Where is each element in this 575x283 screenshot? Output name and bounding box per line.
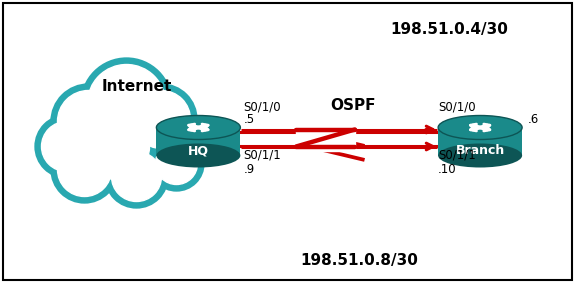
Text: .5: .5: [243, 113, 255, 126]
Text: S0/1/0: S0/1/0: [438, 100, 476, 113]
Ellipse shape: [156, 115, 240, 140]
Text: Internet: Internet: [101, 79, 172, 94]
Circle shape: [155, 143, 197, 185]
Circle shape: [83, 113, 150, 179]
Circle shape: [152, 140, 201, 188]
Circle shape: [155, 121, 208, 173]
Circle shape: [58, 143, 112, 196]
Text: 198.51.0.8/30: 198.51.0.8/30: [300, 253, 418, 268]
Circle shape: [87, 65, 166, 143]
Circle shape: [112, 151, 162, 201]
Text: S0/1/1: S0/1/1: [243, 149, 281, 162]
Circle shape: [109, 149, 164, 205]
Circle shape: [129, 87, 194, 151]
Ellipse shape: [438, 115, 522, 140]
Ellipse shape: [156, 143, 240, 168]
Text: S0/1/1: S0/1/1: [438, 149, 476, 162]
Text: OSPF: OSPF: [330, 98, 375, 113]
Circle shape: [85, 61, 168, 145]
Text: .9: .9: [243, 163, 255, 176]
Text: 198.51.0.4/30: 198.51.0.4/30: [390, 22, 508, 37]
Text: .10: .10: [438, 163, 457, 176]
Circle shape: [132, 91, 190, 149]
Circle shape: [41, 121, 91, 171]
Circle shape: [39, 119, 94, 175]
Circle shape: [81, 110, 152, 183]
Circle shape: [159, 123, 205, 170]
Text: S0/1/0: S0/1/0: [243, 100, 281, 113]
Bar: [156, 128, 240, 155]
Circle shape: [58, 91, 120, 153]
Text: Branch: Branch: [455, 144, 505, 157]
Circle shape: [55, 87, 122, 155]
Text: HQ: HQ: [188, 144, 209, 157]
Text: .6: .6: [528, 113, 539, 126]
Ellipse shape: [438, 143, 522, 168]
Bar: [438, 128, 522, 155]
Circle shape: [55, 140, 114, 200]
